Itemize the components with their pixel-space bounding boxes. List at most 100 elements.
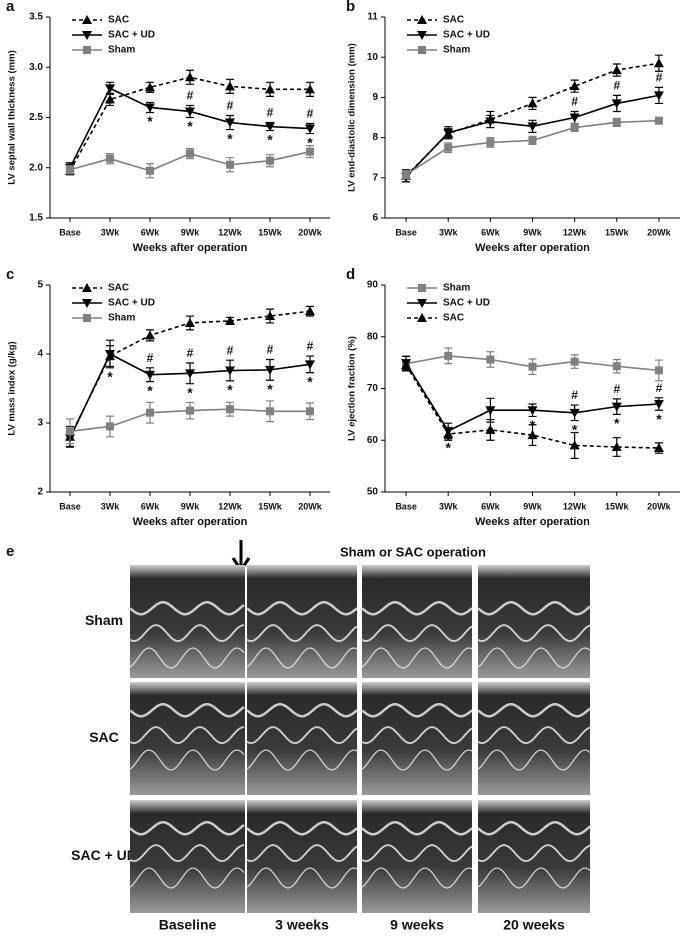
marker	[570, 123, 579, 132]
x-tick-label: 3Wk	[101, 501, 121, 511]
x-tick-label: 15Wk	[605, 227, 630, 237]
marker	[82, 299, 92, 308]
significance-star: *	[107, 369, 113, 385]
y-tick-label: 8	[372, 132, 378, 143]
x-tick-label: 20Wk	[647, 227, 672, 237]
marker	[443, 429, 454, 439]
echo-trace	[477, 844, 591, 863]
marker	[266, 156, 274, 165]
marker	[185, 317, 195, 327]
echo-trace	[129, 726, 245, 745]
marker	[569, 440, 580, 450]
echo-image	[129, 565, 245, 678]
echo-image	[361, 800, 473, 913]
echo-trace	[246, 624, 358, 643]
x-tick-label: 6Wk	[481, 227, 501, 237]
marker	[225, 81, 235, 91]
significance-star: *	[147, 382, 153, 398]
marker	[653, 58, 664, 68]
significance-hash: #	[187, 89, 194, 103]
legend-label: SAC	[443, 313, 464, 324]
echo-background	[130, 682, 245, 795]
echo-trace	[361, 601, 473, 616]
y-tick-label: 2.0	[29, 162, 43, 173]
significance-hash: #	[147, 351, 154, 365]
y-tick-label: 6	[372, 213, 378, 224]
echo-image	[129, 800, 245, 913]
y-axis-title: LV mass index (g/kg)	[7, 341, 18, 435]
y-axis-title: LV ejection fraction (%)	[347, 336, 358, 441]
row-label: SAC	[89, 729, 119, 745]
legend-label: SAC	[443, 15, 464, 26]
panel-label: b	[346, 0, 355, 15]
x-tick-label: 12Wk	[563, 501, 588, 511]
marker	[265, 365, 275, 375]
marker	[225, 366, 235, 376]
x-tick-label: 20Wk	[298, 501, 323, 511]
marker	[570, 357, 579, 366]
y-tick-label: 1.5	[29, 213, 43, 224]
marker	[611, 402, 622, 412]
marker	[401, 360, 412, 370]
marker	[305, 360, 315, 370]
marker	[185, 369, 195, 379]
x-axis-title: Weeks after operation	[133, 242, 248, 254]
significance-star: *	[107, 95, 113, 111]
marker	[82, 31, 92, 40]
significance-hash: #	[656, 381, 663, 395]
marker	[417, 313, 427, 322]
marker	[653, 400, 664, 410]
legend-label: Sham	[108, 313, 135, 324]
panel-label: e	[6, 543, 14, 560]
x-tick-label: 3Wk	[439, 501, 459, 511]
marker	[266, 407, 274, 416]
echo-trace	[246, 601, 358, 616]
echo-trace	[129, 624, 245, 643]
legend-label: SAC + UD	[108, 30, 155, 41]
marker	[417, 15, 427, 24]
x-tick-label: 6Wk	[141, 501, 161, 511]
y-axis-title: LV septal wall thickness (mm)	[7, 50, 18, 184]
x-tick-label: 12Wk	[218, 227, 243, 237]
echo-background	[362, 565, 472, 678]
marker	[612, 362, 621, 371]
marker	[402, 170, 411, 179]
significance-hash: #	[307, 107, 314, 121]
marker	[527, 406, 538, 416]
echo-image	[477, 682, 591, 795]
x-tick-label: 9Wk	[181, 227, 201, 237]
echo-trace	[129, 703, 245, 718]
marker	[226, 405, 234, 414]
echo-trace	[477, 703, 591, 718]
legend-label: SAC	[108, 283, 129, 294]
echo-trace	[361, 749, 473, 771]
echo-trace	[129, 647, 245, 669]
marker	[611, 99, 622, 109]
x-tick-label: Base	[395, 501, 417, 511]
echo-trace	[477, 821, 591, 836]
echo-image	[361, 565, 473, 678]
marker	[486, 355, 495, 364]
x-tick-label: 15Wk	[258, 501, 283, 511]
x-axis-title: Weeks after operation	[475, 516, 590, 528]
column-label: Baseline	[159, 917, 217, 933]
significance-hash: #	[187, 346, 194, 360]
y-tick-label: 3	[37, 418, 43, 429]
echo-trace	[477, 624, 591, 643]
marker	[485, 117, 496, 127]
echo-image	[129, 682, 245, 795]
echo-trace	[129, 601, 245, 616]
marker	[66, 165, 74, 174]
x-tick-label: 20Wk	[298, 227, 323, 237]
marker	[444, 143, 453, 152]
significance-star: *	[572, 421, 578, 437]
significance-hash: #	[656, 71, 663, 85]
echo-trace	[246, 867, 358, 889]
x-axis-title: Weeks after operation	[475, 242, 590, 254]
marker	[146, 166, 154, 175]
marker	[145, 82, 155, 92]
x-tick-label: Base	[395, 227, 417, 237]
marker	[105, 84, 115, 94]
marker	[527, 430, 538, 440]
